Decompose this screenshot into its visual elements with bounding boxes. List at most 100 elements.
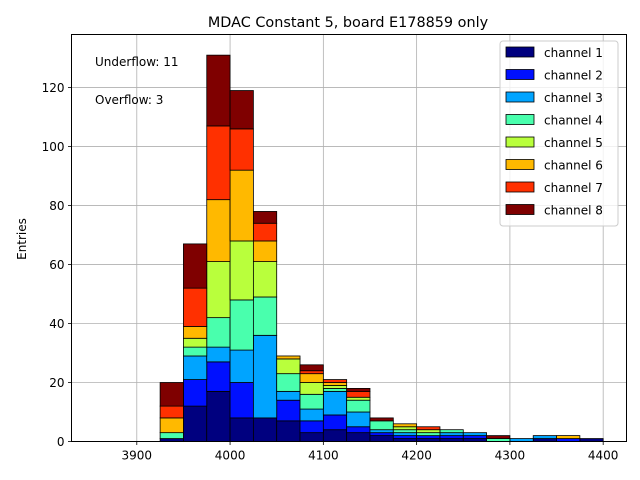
histogram-bar [346, 411, 371, 428]
histogram-bar [439, 435, 464, 439]
histogram-bar [252, 334, 278, 419]
y-tick-label: 100 [42, 140, 65, 154]
legend-swatch [505, 46, 535, 58]
histogram-bar [229, 240, 254, 301]
legend-swatch [505, 69, 535, 80]
legend-label: channel 3 [544, 91, 603, 105]
y-tick-label: 0 [57, 435, 65, 449]
histogram-bar [369, 420, 394, 431]
legend-swatch [505, 204, 535, 215]
legend-swatch [505, 91, 535, 103]
histogram-bar [229, 349, 254, 383]
histogram-bar [252, 222, 278, 242]
histogram-bar [183, 379, 208, 407]
histogram-bar [416, 429, 441, 434]
x-tick-label: 4000 [215, 449, 246, 463]
legend: channel 1 channel 2 channel 3 channel 4 chan… [499, 40, 619, 227]
histogram-bar [346, 399, 371, 413]
histogram-bar [322, 388, 348, 392]
histogram-bar [299, 373, 324, 383]
histogram-bar [206, 346, 231, 363]
overflow-annotation: Overflow: 3 [95, 93, 163, 107]
histogram-bar [252, 261, 278, 298]
histogram-bar [299, 432, 324, 442]
histogram-bar [322, 414, 348, 431]
x-tick-label: 4200 [401, 449, 432, 463]
histogram-bar [299, 370, 324, 375]
histogram-bar [416, 435, 441, 439]
histogram-bar [252, 296, 278, 336]
y-axis-label: Entries [15, 218, 29, 260]
histogram-bar [206, 125, 231, 201]
histogram-bar [276, 358, 301, 375]
histogram-bar [183, 287, 208, 327]
histogram-bar [252, 211, 278, 224]
x-tick-label: 3900 [122, 449, 153, 463]
y-tick-label: 60 [49, 258, 64, 272]
histogram-bar [229, 382, 254, 419]
x-tick-label: 4400 [588, 449, 619, 463]
histogram-bar [206, 54, 231, 127]
histogram-bar [392, 435, 418, 439]
histogram-bar [229, 90, 254, 130]
legend-label: channel 2 [544, 69, 603, 83]
histogram-bar [299, 393, 324, 410]
histogram-bar [159, 432, 184, 439]
legend-swatch [505, 114, 535, 125]
histogram-bar [462, 435, 487, 439]
legend-label: channel 4 [544, 114, 603, 128]
y-tick-label: 120 [42, 81, 65, 95]
histogram-bar [229, 128, 254, 171]
legend-label: channel 8 [544, 204, 603, 218]
histogram-bar [159, 382, 184, 407]
x-tick-label: 4100 [308, 449, 339, 463]
histogram-bar [346, 390, 371, 398]
histogram-bar [299, 382, 324, 395]
histogram-bar [346, 426, 371, 434]
histogram-bar [392, 423, 418, 428]
histogram-bar [439, 432, 464, 437]
histogram-bar [206, 261, 231, 319]
histogram-bar [276, 355, 301, 360]
histogram-bar [462, 432, 487, 437]
histogram-bar [206, 361, 231, 392]
histogram-bar [486, 435, 511, 439]
histogram-bar [369, 417, 394, 422]
histogram-bar [416, 426, 441, 431]
histogram-bar [229, 299, 254, 351]
histogram-bar [276, 390, 301, 401]
histogram-bar [392, 426, 418, 431]
histogram-bar [346, 432, 371, 442]
histogram-bar [183, 355, 208, 380]
histogram-bar [276, 420, 301, 442]
histogram-bar [556, 435, 581, 439]
histogram-bar [206, 199, 231, 262]
underflow-annotation: Underflow: 11 [95, 55, 179, 69]
legend-swatch [505, 181, 535, 193]
histogram-bar [416, 432, 441, 437]
histogram-bar [322, 390, 348, 416]
ticks: 3900 4000 4100 4200 4300 4400 0 20 40 60 80 100 120 [42, 81, 619, 462]
histogram-bar [346, 388, 371, 392]
axes-frame [71, 34, 627, 442]
histogram-bar [392, 432, 418, 437]
histogram-bar [183, 346, 208, 357]
histogram-bar [183, 337, 208, 348]
legend-label: channel 6 [544, 159, 603, 173]
histogram-bar [369, 435, 394, 442]
legend-swatch [505, 159, 535, 170]
x-tick-label: 4300 [495, 449, 526, 463]
histogram-bar [299, 420, 324, 434]
histogram-bar [229, 417, 254, 442]
histogram-bar [276, 373, 301, 392]
histogram-bar [322, 385, 348, 389]
histogram-bar [322, 379, 348, 383]
histogram-bar [299, 364, 324, 372]
histogram-bar [369, 429, 394, 434]
histogram-bar [206, 390, 231, 442]
legend-swatch [505, 136, 535, 148]
histogram-bar [183, 243, 208, 289]
histogram-bar [252, 240, 278, 262]
histogram-bar [322, 382, 348, 386]
